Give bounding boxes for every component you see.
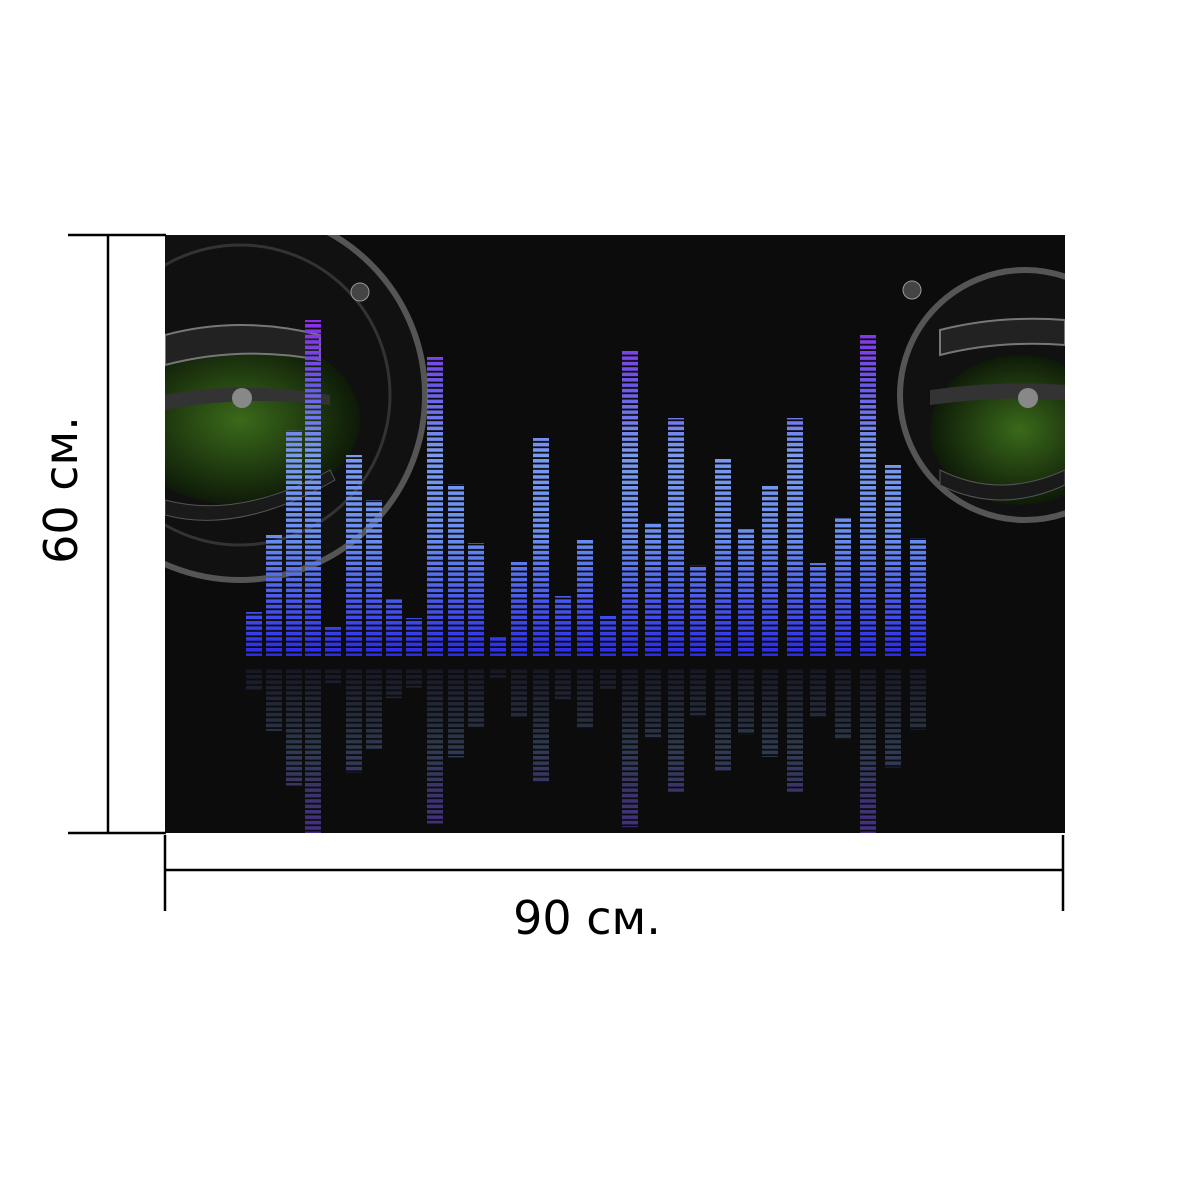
eq-bar-reflection — [738, 668, 754, 735]
eq-bar-reflection — [246, 668, 262, 691]
eq-bar — [860, 335, 876, 656]
eq-bar-reflection — [366, 668, 382, 750]
poster-image — [165, 235, 1065, 833]
eq-bar-reflection — [448, 668, 464, 758]
eq-bar — [346, 455, 362, 656]
eq-bar-reflection — [622, 668, 638, 828]
eq-bar-reflection — [645, 668, 661, 738]
eq-bar-reflection — [305, 668, 321, 833]
eq-bar-reflection — [885, 668, 901, 768]
eq-bar-reflection — [810, 668, 826, 717]
eq-bar-reflection — [860, 668, 876, 833]
eq-bar — [885, 465, 901, 656]
eq-bar — [448, 484, 464, 656]
eq-bar-reflection — [427, 668, 443, 824]
eq-bar-reflection — [910, 668, 926, 730]
eq-bar — [762, 485, 778, 656]
eq-bar-reflection — [533, 668, 549, 782]
eq-bar — [366, 500, 382, 656]
eq-bar — [787, 418, 803, 656]
eq-bar — [325, 627, 341, 656]
eq-bar-reflection — [325, 668, 341, 684]
eq-bar-reflection — [600, 668, 616, 689]
eq-bar — [690, 565, 706, 656]
eq-bar-reflection — [406, 668, 422, 688]
eq-bar — [246, 612, 262, 656]
eq-bar — [835, 518, 851, 656]
eq-bar — [468, 543, 484, 656]
eq-bar — [555, 596, 571, 656]
eq-bar — [910, 538, 926, 656]
eq-bar-reflection — [690, 668, 706, 716]
eq-bar — [715, 458, 731, 656]
eq-bar-reflection — [577, 668, 593, 729]
right-speaker — [897, 267, 1065, 523]
eq-bar — [533, 438, 549, 656]
eq-bar — [668, 418, 684, 656]
eq-bar — [427, 357, 443, 656]
width-label: 90 см. — [513, 891, 661, 945]
eq-bar — [738, 528, 754, 656]
eq-bar-reflection — [555, 668, 571, 700]
eq-bar-reflection — [286, 668, 302, 786]
eq-bar — [305, 320, 321, 656]
eq-bar — [600, 616, 616, 656]
dimension-lines — [68, 233, 1065, 911]
height-label: 60 см. — [34, 416, 88, 564]
equalizer — [246, 320, 926, 656]
eq-bar-reflection — [346, 668, 362, 773]
eq-bar — [406, 618, 422, 656]
eq-bar — [810, 563, 826, 656]
eq-bar-reflection — [762, 668, 778, 757]
eq-bar-reflection — [668, 668, 684, 792]
equalizer-reflection — [246, 668, 926, 833]
eq-bar — [622, 350, 638, 656]
eq-bar-reflection — [511, 668, 527, 717]
eq-bar — [511, 562, 527, 656]
eq-bar-reflection — [468, 668, 484, 727]
eq-bar — [577, 540, 593, 656]
eq-bar-reflection — [490, 668, 506, 678]
eq-bar — [386, 598, 402, 656]
eq-bar — [490, 637, 506, 656]
eq-bar — [266, 535, 282, 656]
eq-bar-reflection — [835, 668, 851, 740]
eq-bar — [286, 430, 302, 656]
eq-bar-reflection — [715, 668, 731, 771]
eq-bar-reflection — [386, 668, 402, 699]
eq-bar — [645, 523, 661, 656]
eq-bar-reflection — [266, 668, 282, 731]
eq-bar-reflection — [787, 668, 803, 792]
